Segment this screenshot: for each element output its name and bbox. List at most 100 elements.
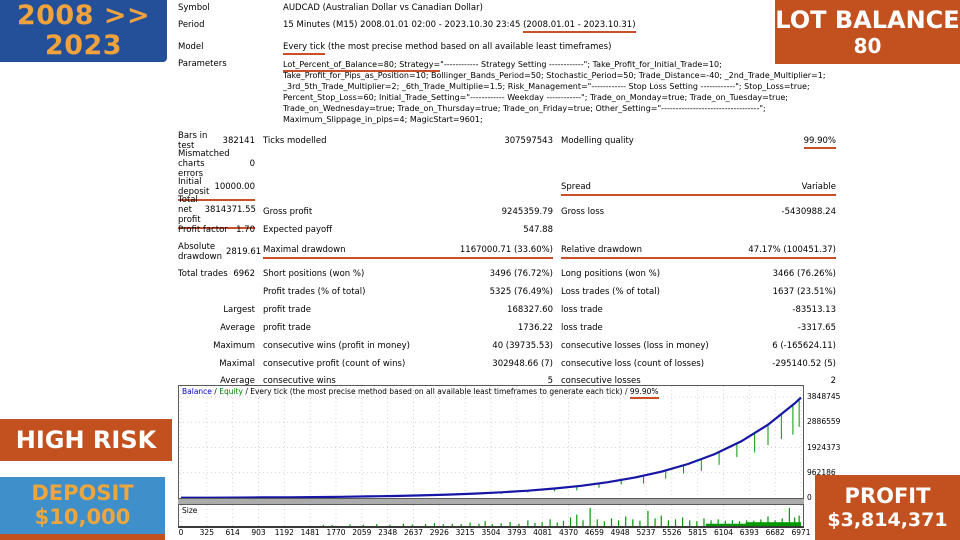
- report-stat-value: Maximum: [213, 341, 255, 351]
- report-table: Symbol AUDCAD (Australian Dollar vs Canad…: [178, 3, 836, 389]
- report-stat-label: Maximal drawdown: [263, 245, 346, 255]
- report-stat-value-underlined: 99.90%: [803, 136, 836, 149]
- report-stat-cell: consecutive wins 5: [263, 373, 553, 389]
- report-info-label: Symbol: [178, 3, 210, 13]
- years-badge-label: 2008 >> 2023: [16, 0, 151, 61]
- report-parameter-line: _3rd_5th_Trade_Multiplier=2; _6th_Trade_…: [283, 81, 836, 92]
- report-stat-value: 3466 (76.26%): [772, 269, 836, 279]
- deposit-title: DEPOSIT: [31, 480, 134, 505]
- x-axis-tick-label: 903: [251, 528, 266, 537]
- x-axis-tick-label: 0: [178, 528, 184, 537]
- y-axis-tick-label: 962186: [807, 467, 836, 477]
- report-stat-value: 10000.00: [214, 182, 255, 192]
- report-stat-row: Total net profit 3814371.55 Gross profit 92…: [178, 195, 836, 229]
- report-stat-label: Ticks modelled: [263, 136, 327, 146]
- report-stat-value: 47.17% (100451.37): [748, 245, 836, 255]
- report-stat-row: Profit factor 1.70 Expected payoff 547.88: [178, 221, 836, 239]
- x-axis-tick-label: 6971: [791, 528, 811, 537]
- x-axis-tick-label: 1770: [326, 528, 346, 537]
- report-stat-row: Largest profit trade 168327.60 loss trade -8…: [178, 301, 836, 319]
- x-axis-tick-label: 4370: [558, 528, 579, 537]
- report-stat-cell: Maximal: [178, 355, 255, 373]
- chart-legend-balance: Balance: [182, 387, 212, 396]
- report-stat-cell: Initial deposit 10000.00: [178, 177, 255, 201]
- report-stat-label: loss trade: [561, 323, 603, 333]
- report-stat-cell: Maximal drawdown 1167000.71 (33.60%): [263, 245, 553, 259]
- report-stat-label: Absolute drawdown: [178, 242, 222, 262]
- report-stat-cell: profit trade 168327.60: [263, 301, 553, 319]
- report-parameter-line: Trade_on_Wednesday=true; Trade_on_Thursd…: [283, 103, 836, 114]
- profit-title: PROFIT: [844, 483, 931, 508]
- report-stat-label: consecutive losses: [561, 376, 641, 386]
- report-stat-value: 0: [249, 159, 255, 169]
- report-stat-cell: loss trade -83513.13: [561, 301, 836, 319]
- report-stat-cell: Ticks modelled 307597543: [263, 131, 553, 151]
- report-stat-cell: Average: [178, 319, 255, 337]
- x-axis-tick-label: 5526: [662, 528, 682, 537]
- report-stat-label: Bars in test: [178, 131, 208, 151]
- size-chart: [180, 505, 802, 526]
- report-stat-value: 168327.60: [507, 305, 553, 315]
- report-stat-cell: Modelling quality 99.90%: [561, 131, 836, 151]
- report-stat-label: profit trade: [263, 323, 311, 333]
- report-stat-row: Maximum consecutive wins (profit in money…: [178, 337, 836, 355]
- report-info-value: AUDCAD (Australian Dollar vs Canadian Do…: [283, 3, 836, 14]
- high-risk-badge: HIGH RISK: [0, 419, 172, 461]
- report-stat-value: 307597543: [504, 136, 553, 146]
- report-stat-row: Absolute drawdown 2819.61 Maximal drawdown…: [178, 239, 836, 265]
- report-stat-row: Average consecutive wins 5 consecutive loss…: [178, 373, 836, 389]
- x-axis-tick-label: 325: [199, 528, 214, 537]
- report-info-label: Period: [178, 20, 205, 30]
- report-stat-value: -3317.65: [797, 323, 836, 333]
- report-stat-value: Largest: [223, 305, 255, 315]
- report-stat-value: 2819.61: [225, 247, 262, 257]
- report-stat-cell: [178, 283, 255, 301]
- lot-balance-value: 80: [853, 33, 882, 58]
- bottom-orange-strip: [0, 534, 165, 540]
- report-text-segment: Take_Profit_for_Pips_as_Position=10; Bol…: [283, 71, 826, 80]
- report-stat-cell: Absolute drawdown 2819.61: [178, 239, 261, 265]
- report-stat-label: Long positions (won %): [561, 269, 661, 279]
- report-stat-value: 99.90%: [803, 136, 836, 149]
- years-badge: 2008 >> 2023: [0, 0, 167, 62]
- report-info-row: Period 15 Minutes (M15) 2008.01.01 02:00 …: [178, 20, 836, 33]
- report-stat-label: Gross profit: [263, 207, 313, 217]
- report-stat-cell: loss trade -3317.65: [561, 319, 836, 337]
- report-stat-cell: Long positions (won %) 3466 (76.26%): [561, 265, 836, 283]
- x-axis-tick-label: 4081: [533, 528, 553, 537]
- report-stat-label: loss trade: [561, 305, 603, 315]
- x-axis-tick-label: 4659: [584, 528, 604, 537]
- report-stat-value: 382141: [222, 136, 255, 146]
- report-stat-label: Spread: [561, 182, 591, 192]
- report-stat-cell: Maximum: [178, 337, 255, 355]
- report-stat-value: Variable: [801, 182, 836, 192]
- report-parameters-value: Lot_Percent_of_Balance=80; Strategy="---…: [283, 59, 836, 125]
- report-text-segment: Every tick: [283, 42, 326, 55]
- report-stat-row: Initial deposit 10000.00 Spread Variable: [178, 177, 836, 201]
- report-stat-label: Loss trades (% of total): [561, 287, 660, 297]
- report-stat-label: consecutive wins: [263, 376, 336, 386]
- deposit-badge: DEPOSIT $10,000: [0, 477, 165, 534]
- chart-header-quality: 99.90%: [629, 387, 659, 399]
- report-text-segment: (2008.01.01 - 2023.10.31): [523, 20, 636, 33]
- balance-chart: [179, 386, 803, 499]
- report-stat-row: Average profit trade 1736.22 loss trade -331…: [178, 319, 836, 337]
- report-stat-value: 1736.22: [517, 323, 553, 333]
- report-stat-cell: Gross profit 9245359.79: [263, 195, 553, 229]
- report-info-label: Model: [178, 42, 204, 52]
- report-stat-cell: [561, 149, 836, 179]
- report-stat-value: 1.70: [236, 225, 255, 235]
- report-stat-cell: Spread Variable: [561, 182, 836, 196]
- profit-value: $3,814,371: [827, 508, 948, 531]
- report-stat-cell: Bars in test 382141: [178, 131, 255, 151]
- report-stat-cell: Short positions (won %) 3496 (76.72%): [263, 265, 553, 283]
- report-text-segment: "------------ Strategy Setting ---------…: [440, 60, 722, 69]
- report-stat-cell: consecutive profit (count of wins) 302948…: [263, 355, 553, 373]
- deposit-value: $10,000: [34, 505, 131, 529]
- chart-header-method: / Every tick (the most precise method ba…: [242, 387, 630, 396]
- report-stat-value: -5430988.24: [781, 207, 836, 217]
- report-stat-cell: Loss trades (% of total) 1637 (23.51%): [561, 283, 836, 301]
- report-text-segment: _3rd_5th_Trade_Multiplier=2; _6th_Trade_…: [283, 82, 810, 91]
- report-stat-value: 1637 (23.51%): [772, 287, 836, 297]
- report-parameters-row: Parameters Lot_Percent_of_Balance=80; Str…: [178, 59, 836, 125]
